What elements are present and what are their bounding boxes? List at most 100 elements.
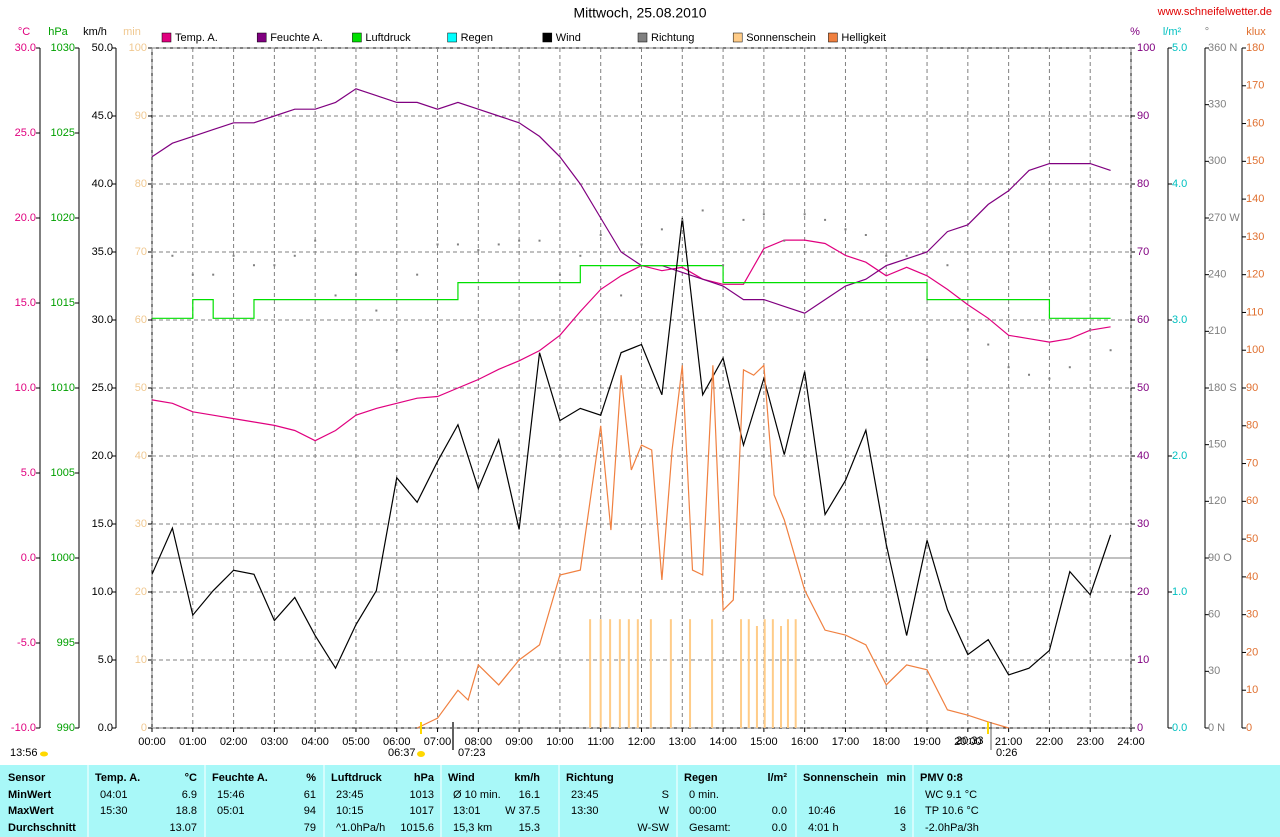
direction-dot: [1048, 377, 1051, 380]
x-tick-label: 14:00: [709, 736, 737, 748]
table-header: Feuchte A.: [212, 772, 268, 784]
direction-dot: [273, 264, 276, 267]
table-cell: 23:45: [571, 789, 599, 801]
direction-dot: [599, 234, 602, 236]
direction-dot: [640, 243, 643, 246]
y-tick-label: 40: [1246, 571, 1258, 583]
x-tick-label: 11:00: [587, 736, 614, 748]
sunshine-bar: [649, 619, 652, 728]
legend-label: Sonnenschein: [746, 32, 816, 44]
table-cell: 10:15: [336, 805, 364, 817]
x-tick-label: 02:00: [220, 736, 248, 748]
y-tick-label: 50: [1137, 382, 1149, 394]
axis-unit: hPa: [48, 26, 68, 38]
table-cell: W-SW: [637, 822, 669, 834]
y-tick-label: 110: [1246, 306, 1264, 318]
direction-dot: [314, 239, 317, 242]
y-tick-label: 360 N: [1208, 42, 1237, 54]
x-tick-label: 07:00: [424, 736, 452, 748]
direction-dot: [579, 254, 582, 257]
direction-dot: [681, 218, 684, 221]
series-line: [151, 239, 1111, 442]
x-tick-label: 10:00: [546, 736, 574, 748]
y-tick-label: 60: [1208, 609, 1220, 621]
y-tick-label: -5.0: [17, 637, 36, 649]
y-tick-label: 35.0: [92, 246, 113, 258]
direction-dot: [293, 254, 296, 257]
table-cell: TP 10.6 °C: [925, 805, 979, 817]
annotation: 13:56: [10, 747, 38, 759]
table-cell: 4:01 h: [808, 822, 839, 834]
y-tick-label: 990: [57, 722, 75, 734]
legend-swatch: [161, 32, 172, 43]
y-tick-label: 100: [1137, 42, 1155, 54]
source: www.schneifelwetter.de: [1157, 6, 1272, 18]
table-cell: MinWert: [8, 789, 52, 801]
y-tick-label: 2.0: [1172, 450, 1187, 462]
table-cell: Ø 10 min.: [453, 789, 501, 801]
table-cell: 18.8: [176, 805, 197, 817]
table-header: Sonnenschein: [803, 772, 878, 784]
y-tick-label: 30: [1137, 518, 1149, 530]
sunshine-bar: [740, 619, 743, 728]
direction-dot: [660, 228, 663, 231]
y-tick-label: 10.0: [92, 586, 113, 598]
direction-dot: [375, 309, 378, 312]
y-tick-label: 40.0: [92, 178, 113, 190]
y-tick-label: 80: [1137, 178, 1149, 190]
direction-dot: [456, 243, 459, 246]
table-cell: 0 min.: [689, 789, 719, 801]
sunshine-bar: [599, 619, 602, 728]
direction-dot: [762, 213, 765, 216]
direction-dot: [946, 264, 949, 267]
table-cell: W: [659, 805, 670, 817]
direction-dot: [783, 239, 786, 242]
y-tick-label: 150: [1208, 439, 1226, 451]
legend-swatch: [447, 32, 457, 43]
table-cell: 15,3 km: [453, 822, 492, 834]
y-tick-label: 5.0: [1172, 42, 1187, 54]
x-tick-label: 19:00: [913, 736, 941, 748]
table-cell: 05:01: [217, 805, 245, 817]
table-cell: 6.9: [182, 789, 197, 801]
x-tick-label: 13:00: [669, 736, 697, 748]
y-tick-label: 1000: [51, 552, 75, 564]
direction-dot: [477, 249, 480, 252]
direction-dot: [620, 294, 623, 297]
direction-dot: [722, 264, 725, 267]
y-tick-label: 0: [1137, 722, 1143, 734]
y-tick-label: 0 N: [1208, 722, 1225, 734]
y-tick-label: 300: [1208, 155, 1226, 167]
x-tick-label: 20:00: [954, 736, 982, 748]
y-tick-label: 100: [129, 42, 147, 54]
y-tick-label: 1.0: [1172, 586, 1187, 598]
x-tick-label: 15:00: [750, 736, 778, 748]
y-tick-label: 30: [1246, 609, 1258, 621]
y-tick-label: 30: [135, 518, 147, 530]
legend-label: Regen: [461, 32, 493, 44]
y-tick-label: 15.0: [92, 518, 113, 530]
y-tick-label: 40: [1137, 450, 1149, 462]
y-tick-label: 1015: [51, 297, 75, 309]
table-cell: 1013: [410, 789, 434, 801]
annotation: 07:23: [458, 747, 486, 759]
x-tick-label: 22:00: [1036, 736, 1064, 748]
series-line: [152, 265, 1111, 319]
table-unit: %: [306, 772, 316, 784]
table-cell: -2.0hPa/3h: [925, 822, 979, 834]
direction-dot: [987, 343, 990, 346]
direction-dot: [334, 294, 337, 297]
y-tick-label: 5.0: [21, 467, 36, 479]
direction-dot: [558, 273, 561, 276]
table-cell: 3: [900, 822, 906, 834]
y-tick-label: 100: [1246, 344, 1264, 356]
direction-dot: [212, 273, 215, 276]
y-tick-label: 15.0: [15, 297, 36, 309]
y-tick-label: 240: [1208, 269, 1226, 281]
y-tick-label: 90: [1137, 110, 1149, 122]
legend-swatch: [542, 32, 553, 43]
series-line: [151, 88, 1111, 314]
y-tick-label: 270 W: [1208, 212, 1240, 224]
table-cell: 79: [304, 822, 316, 834]
x-tick-label: 16:00: [791, 736, 819, 748]
